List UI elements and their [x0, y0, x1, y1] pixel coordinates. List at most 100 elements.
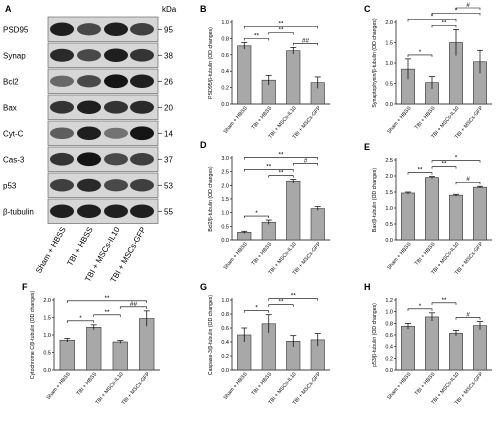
y-tick-label: 1.5 [221, 197, 229, 203]
significance-label: ** [278, 170, 284, 177]
bar [310, 208, 325, 241]
significance-bracket [66, 320, 95, 323]
y-tick-label: 1.5 [43, 316, 51, 322]
blot-band [77, 204, 101, 218]
y-tick-label: 0.6 [221, 53, 229, 59]
bar [261, 221, 276, 241]
blot-band [50, 48, 74, 62]
x-tick-label: Sham + HBSS [386, 105, 413, 135]
bar [473, 186, 487, 241]
y-tick-label: 2.0 [43, 298, 51, 304]
x-tick-label: Sham + HBSS [223, 241, 250, 271]
y-tick-label: 0.6 [385, 333, 393, 339]
significance-label: ** [278, 152, 284, 159]
y-tick-label: 0.4 [221, 340, 229, 346]
y-tick-label: 0.0 [221, 102, 229, 108]
y-tick-label: 1.0 [43, 333, 51, 339]
x-tick-label: TBI + HBSS [414, 371, 437, 397]
significance-label: ** [254, 33, 260, 40]
y-tick-label: 2.0 [221, 183, 229, 189]
y-tick-label: 1.0 [221, 211, 229, 217]
blot-row-label: Bcl2 [3, 77, 19, 86]
significance-label: ** [441, 19, 447, 26]
blot-band [104, 74, 128, 89]
kda-value: 20 [164, 103, 173, 112]
significance-label: ** [291, 293, 297, 300]
y-tick-label: 0.8 [221, 36, 229, 42]
x-tick-label: TBI + HBSS [76, 371, 99, 397]
chart-panel-c: C 0.0 0.5 1.0 1.5 2.0 Synaptophysin/β-tubulin … [364, 2, 492, 140]
blot-band [104, 127, 128, 139]
blot-band [77, 178, 101, 192]
significance-bracket [292, 43, 319, 46]
kda-header: kDa [162, 5, 177, 14]
bar [425, 316, 439, 371]
blot-band [50, 127, 74, 140]
y-axis-label: Cytochrome C/β-tubulin (OD changes) [30, 291, 36, 380]
significance-label: * [255, 305, 258, 312]
panel-label: G [200, 282, 207, 292]
y-tick-label: 0.0 [221, 238, 229, 244]
y-tick-label: 1.0 [221, 20, 229, 26]
blot-band [104, 204, 128, 218]
panel-label: F [22, 282, 28, 292]
blot-row-label: β-tubulin [3, 207, 34, 216]
panel-label: C [364, 4, 371, 14]
significance-bracket [243, 310, 270, 313]
panel-label: B [200, 4, 207, 14]
panel-label: H [364, 282, 371, 292]
significance-bracket [268, 175, 294, 178]
x-tick-label: Sham + HBSS [223, 105, 250, 135]
y-tick-label: 0.8 [221, 312, 229, 318]
significance-bracket [431, 166, 457, 169]
chart-panel-g: G 0.0 0.2 0.4 0.6 0.8 1.0 Caspase-3/β-tubulin (… [200, 282, 330, 406]
significance-bracket [119, 306, 148, 309]
blot-row-label: PSD95 [3, 25, 29, 34]
y-tick-label: 1.5 [385, 41, 393, 47]
blot-band [50, 22, 74, 36]
panel-label: E [364, 142, 370, 152]
blot-lane-label: Sham + HBSS [34, 226, 68, 275]
significance-bracket [431, 160, 481, 163]
bar [401, 325, 415, 371]
y-tick-label: 0.2 [221, 86, 229, 92]
y-tick-label: 2.5 [385, 158, 393, 164]
bar [449, 194, 463, 241]
chart-panel-e: E 0.0 0.5 1.0 1.5 2.0 2.5 Bax/β-tubulin (OD cha… [364, 142, 492, 276]
significance-bracket [407, 19, 457, 22]
bar [473, 325, 487, 371]
blot-band [104, 48, 128, 62]
y-tick-label: 0.0 [385, 368, 393, 374]
significance-label: # [304, 158, 308, 165]
significance-bracket [268, 32, 294, 35]
bar [425, 177, 439, 241]
significance-label: * [255, 210, 258, 217]
blot-band [77, 152, 101, 167]
y-axis-label: PSD95/β-tubulin (OD changes) [208, 27, 214, 99]
blot-band [130, 48, 154, 62]
significance-bracket [243, 38, 270, 41]
x-tick-label: TBI + HBSS [251, 105, 274, 131]
y-tick-label: 2.0 [385, 20, 393, 26]
y-tick-label: 0.5 [221, 224, 229, 230]
significance-label: * [455, 7, 458, 14]
blot-band [50, 100, 74, 114]
chart-panel-b: B 0.0 0.2 0.4 0.6 0.8 1.0 PSD95/β-tubulin (OD c… [200, 4, 330, 140]
significance-bracket [243, 215, 270, 219]
blot-band [50, 204, 74, 218]
blot-band [77, 75, 101, 88]
bar [286, 50, 301, 105]
x-tick-label: TBI + HBSS [414, 241, 437, 267]
significance-bracket [268, 298, 319, 301]
significance-label: ** [104, 295, 110, 302]
x-tick-label: Sham + HBSS [386, 371, 413, 401]
bar [139, 318, 155, 371]
significance-bracket [66, 300, 148, 303]
significance-label: ** [417, 167, 423, 174]
blot-band [77, 126, 101, 140]
x-tick-label: TBI + MSCs-IL10 [95, 371, 125, 406]
significance-label: * [431, 13, 434, 20]
bar [286, 180, 301, 241]
y-tick-label: 0.4 [385, 345, 393, 351]
y-tick-label: 0.2 [385, 356, 393, 362]
